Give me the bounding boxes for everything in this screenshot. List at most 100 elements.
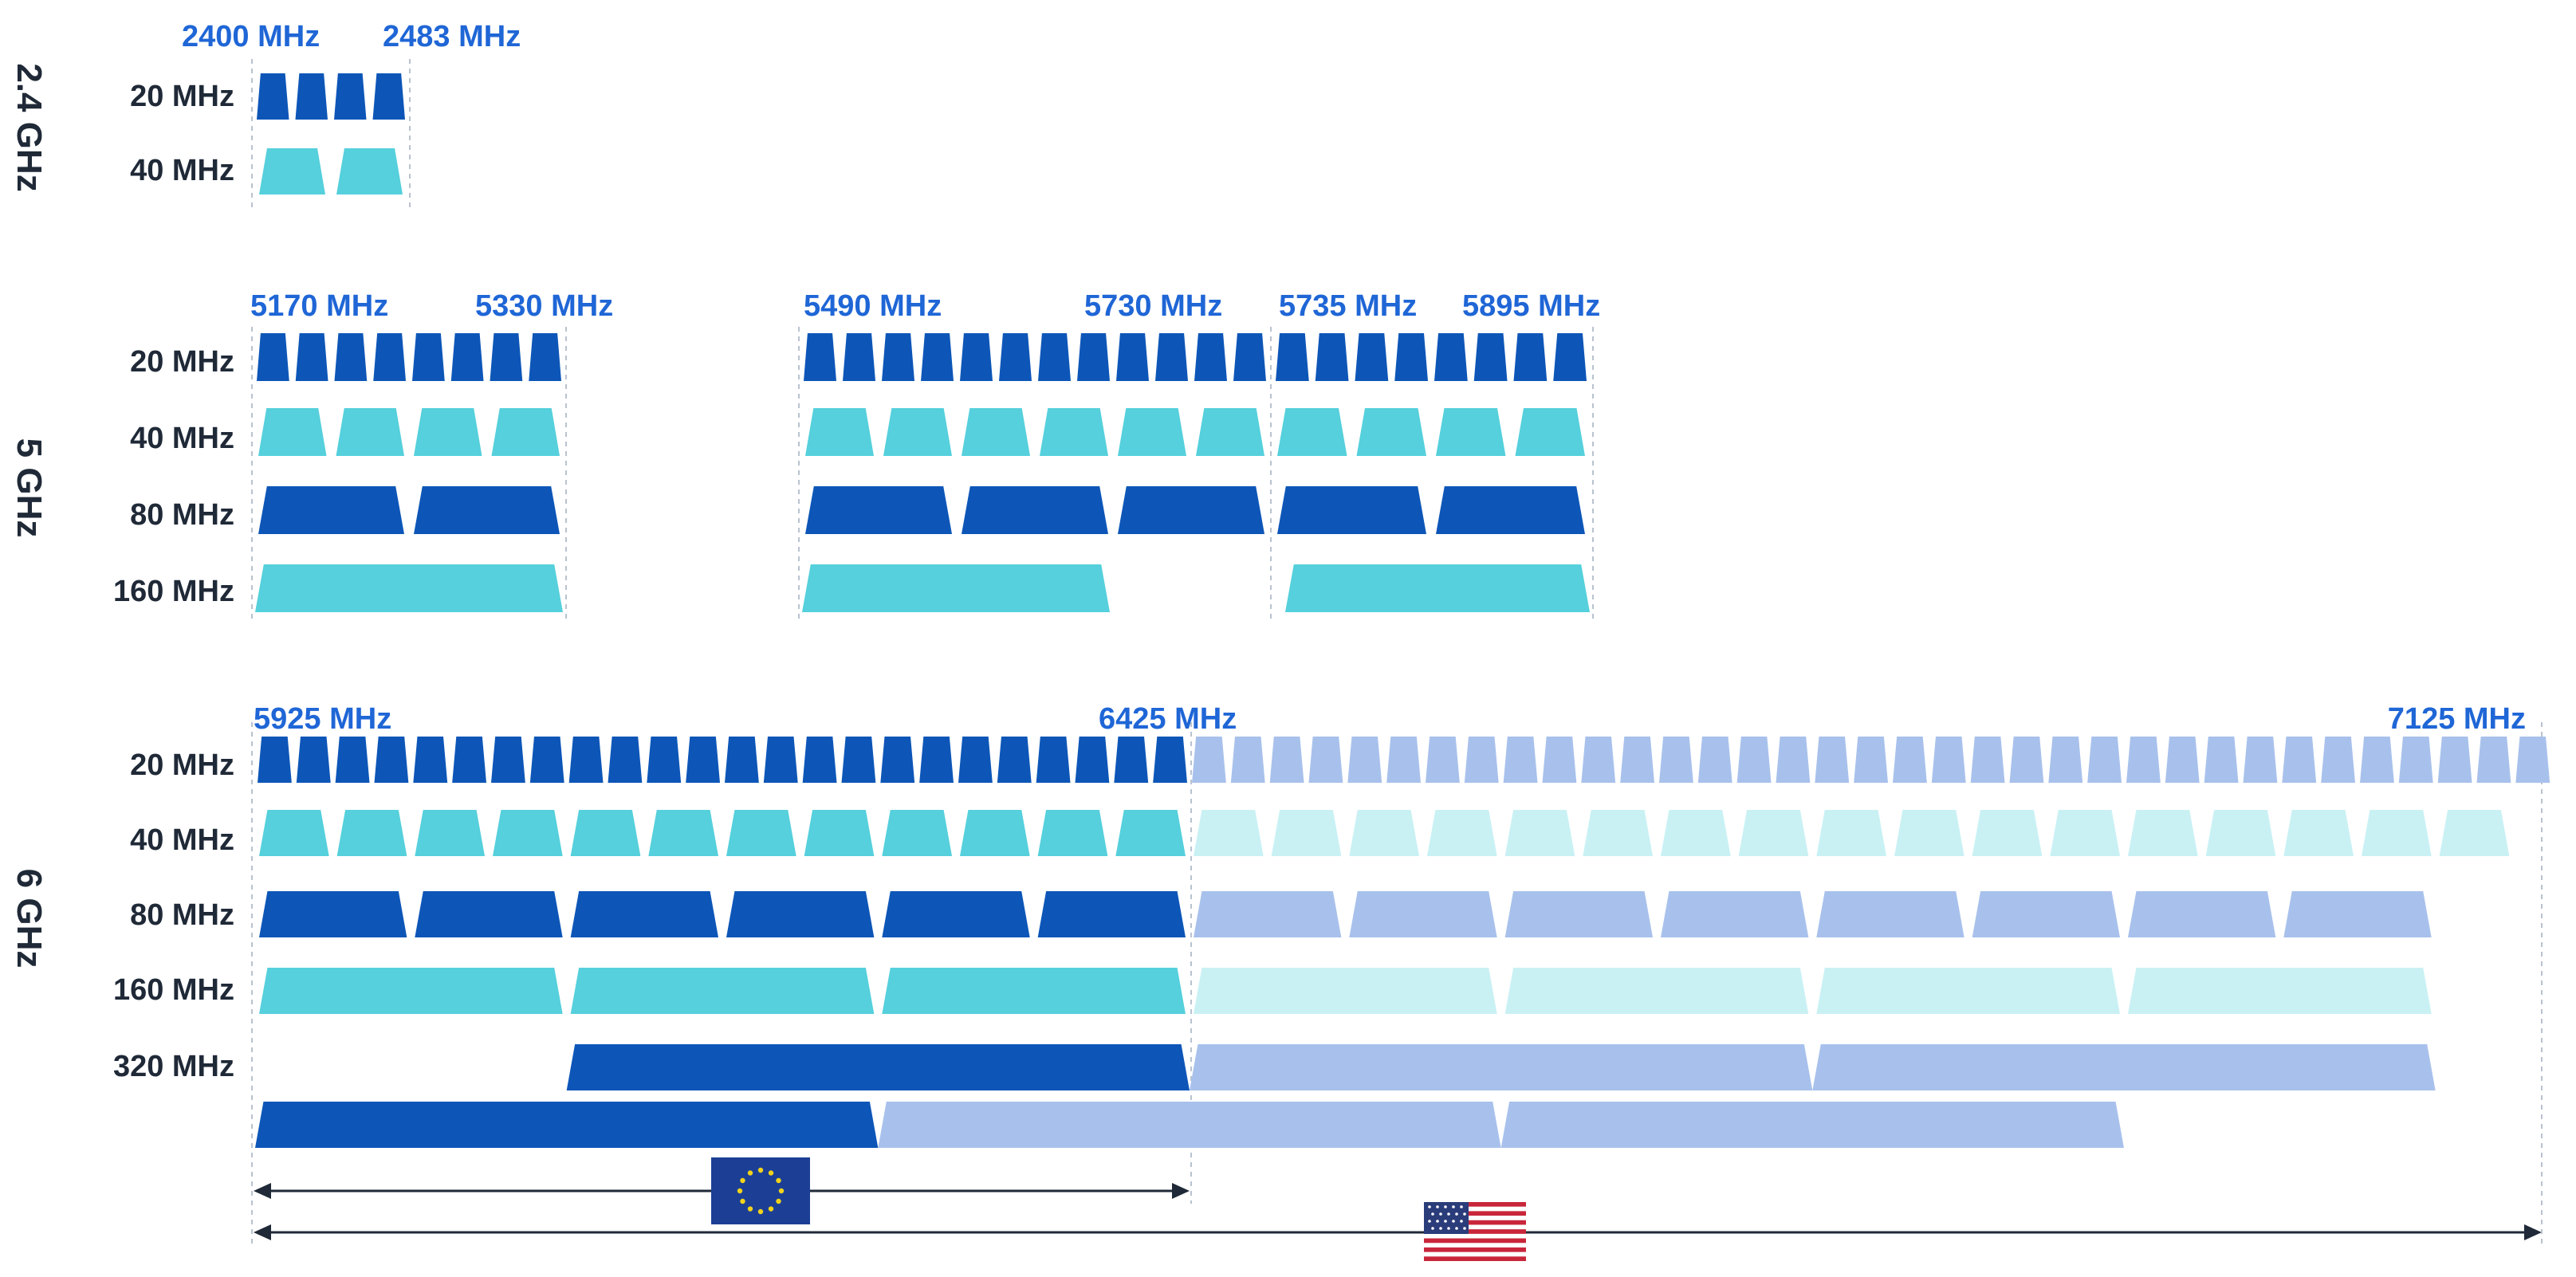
channel-6ghz-20mhz	[2087, 737, 2122, 783]
row-label: 20 MHz	[130, 749, 234, 782]
channel-5ghz-20mhz	[334, 333, 368, 381]
channel-6ghz-160mhz	[1816, 968, 2120, 1014]
channel-5ghz-20mhz	[999, 333, 1032, 381]
channel-6ghz-20mhz	[2437, 737, 2472, 783]
us-star-icon	[1439, 1212, 1442, 1216]
channel-5ghz-20mhz	[490, 333, 523, 381]
eu-star-icon	[737, 1188, 743, 1194]
channel-6ghz-20mhz	[2282, 737, 2317, 783]
us-star-icon	[1444, 1220, 1447, 1223]
eu-star-icon	[757, 1208, 764, 1215]
channel-6ghz-40mhz	[1504, 810, 1575, 856]
channel-6ghz-80mhz	[2283, 891, 2432, 937]
channel-6ghz-20mhz	[2321, 737, 2355, 783]
channel-6ghz-20mhz	[763, 737, 798, 783]
channel-6ghz-160mhz	[2128, 968, 2432, 1014]
channel-6ghz-80mhz	[259, 891, 407, 937]
channel-6ghz-20mhz	[2009, 737, 2044, 783]
channel-6ghz-20mhz	[608, 737, 643, 783]
channel-5ghz-80mhz	[258, 486, 404, 534]
channel-6ghz-20mhz	[1581, 737, 1616, 783]
channel-6ghz-160mhz	[882, 968, 1186, 1014]
channel-6ghz-20mhz	[1464, 737, 1499, 783]
channel-6ghz-80mhz	[1349, 891, 1497, 937]
eu-flag-icon	[711, 1157, 810, 1224]
channel-6ghz-20mhz	[1854, 737, 1888, 783]
channel-5ghz-20mhz	[1553, 333, 1587, 381]
channel-5ghz-20mhz	[1194, 333, 1227, 381]
us-star-icon	[1460, 1220, 1463, 1223]
channel-6ghz-extra	[255, 1102, 879, 1148]
channel-2-4ghz-20mhz	[295, 73, 328, 120]
us-star-icon	[1447, 1227, 1450, 1230]
channel-6ghz-20mhz	[647, 737, 682, 783]
channel-6ghz-40mhz	[2205, 810, 2276, 856]
channel-6ghz-20mhz	[997, 737, 1032, 783]
channel-6ghz-20mhz	[2243, 737, 2278, 783]
channel-5ghz-20mhz	[960, 333, 993, 381]
us-star-icon	[1447, 1212, 1450, 1216]
channel-6ghz-20mhz	[2126, 737, 2161, 783]
row-label: 320 MHz	[113, 1050, 234, 1083]
channel-6ghz-40mhz	[493, 810, 563, 856]
channel-6ghz-20mhz	[452, 737, 486, 783]
channel-6ghz-20mhz	[1153, 737, 1187, 783]
channel-5ghz-20mhz	[843, 333, 875, 381]
channel-6ghz-40mhz	[1894, 810, 1964, 856]
channel-6ghz-20mhz	[1036, 737, 1071, 783]
us-stripe	[1424, 1247, 1526, 1252]
channel-6ghz-40mhz	[882, 810, 952, 856]
freq-label: 5330 MHz	[475, 289, 613, 323]
channel-5ghz-40mhz	[962, 408, 1030, 456]
us-stripe	[1424, 1256, 1526, 1261]
channel-5ghz-40mhz	[1515, 408, 1585, 456]
channel-6ghz-40mhz	[1738, 810, 1809, 856]
freq-label: 6425 MHz	[1099, 702, 1237, 736]
channel-2-4ghz-40mhz	[259, 148, 325, 194]
channel-6ghz-20mhz	[1893, 737, 1927, 783]
eu-star-icon	[778, 1188, 785, 1194]
channel-6ghz-40mhz	[1115, 810, 1186, 856]
channel-5ghz-80mhz	[805, 486, 952, 534]
freq-label: 2483 MHz	[383, 20, 521, 53]
channel-6ghz-20mhz	[802, 737, 837, 783]
channel-6ghz-40mhz	[2439, 810, 2510, 856]
band-title-6ghz: 6 GHz	[10, 869, 49, 969]
channel-5ghz-40mhz	[883, 408, 952, 456]
channel-6ghz-20mhz	[1347, 737, 1382, 783]
us-star-icon	[1455, 1212, 1458, 1216]
us-stripe	[1424, 1211, 1526, 1216]
freq-label: 2400 MHz	[182, 20, 320, 53]
us-star-icon	[1463, 1227, 1466, 1230]
eu-span-arrow-right	[1172, 1183, 1190, 1199]
channel-6ghz-40mhz	[1816, 810, 1886, 856]
channel-6ghz-40mhz	[1661, 810, 1731, 856]
channel-6ghz-40mhz	[2128, 810, 2198, 856]
row-label: 80 MHz	[130, 898, 234, 932]
channel-6ghz-20mhz	[1192, 737, 1226, 783]
channel-6ghz-20mhz	[296, 737, 331, 783]
freq-label: 5735 MHz	[1279, 289, 1417, 323]
eu-star-icon	[768, 1170, 774, 1176]
us-star-icon	[1452, 1205, 1455, 1208]
channel-5ghz-20mhz	[1233, 333, 1266, 381]
channel-6ghz-20mhz	[1230, 737, 1265, 783]
channel-6ghz-40mhz	[570, 810, 641, 856]
channel-2-4ghz-40mhz	[336, 148, 403, 194]
channel-5ghz-40mhz	[258, 408, 327, 456]
channel-5ghz-20mhz	[1276, 333, 1309, 381]
channel-6ghz-160mhz	[1194, 968, 1497, 1014]
channel-6ghz-160mhz	[259, 968, 563, 1014]
channel-6ghz-20mhz	[1308, 737, 1343, 783]
channel-6ghz-40mhz	[726, 810, 796, 856]
channel-5ghz-40mhz	[1277, 408, 1347, 456]
channel-6ghz-20mhz	[919, 737, 954, 783]
channel-6ghz-20mhz	[1736, 737, 1772, 783]
channel-6ghz-20mhz	[1815, 737, 1850, 783]
channel-5ghz-40mhz	[336, 408, 404, 456]
channel-6ghz-20mhz	[958, 737, 993, 783]
channel-6ghz-160mhz	[1504, 968, 1809, 1014]
channel-5ghz-20mhz	[412, 333, 445, 381]
eu-star-icon	[757, 1167, 764, 1173]
